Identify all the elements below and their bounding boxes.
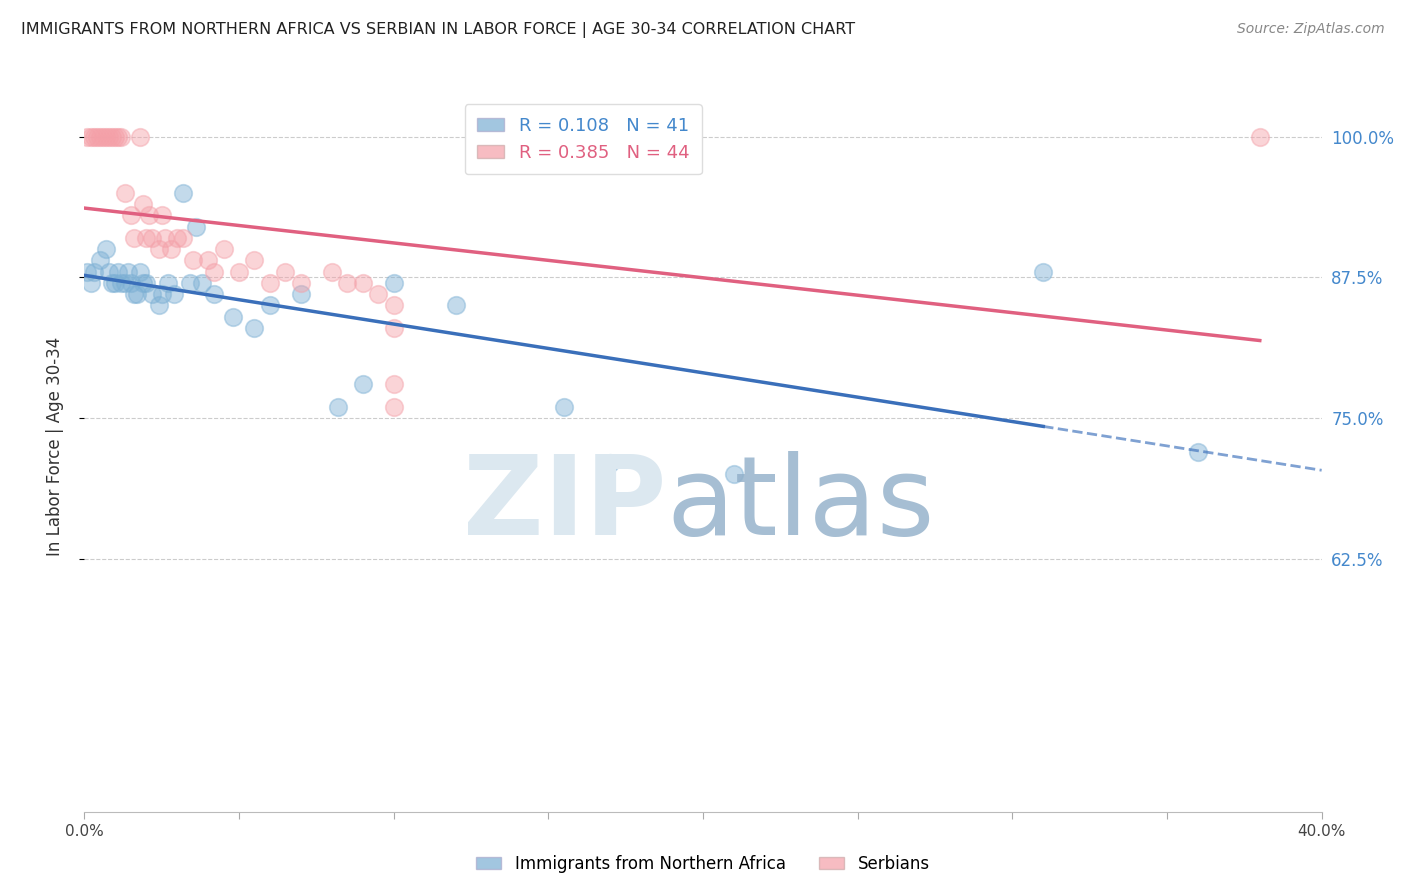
Point — [222, 310, 245, 324]
Point — [191, 276, 214, 290]
Point — [76, 129, 98, 144]
Point — [259, 276, 281, 290]
Point — [553, 400, 575, 414]
Point — [120, 276, 142, 290]
Text: Source: ZipAtlas.com: Source: ZipAtlas.com — [1237, 22, 1385, 37]
Point — [382, 298, 405, 312]
Point — [184, 219, 207, 234]
Point — [382, 377, 405, 392]
Point — [120, 208, 142, 222]
Point — [156, 276, 179, 290]
Point — [153, 231, 176, 245]
Point — [181, 253, 204, 268]
Point — [148, 298, 170, 312]
Point — [107, 129, 129, 144]
Point — [104, 276, 127, 290]
Point — [160, 242, 183, 256]
Point — [1249, 129, 1271, 144]
Legend: R = 0.108   N = 41, R = 0.385   N = 44: R = 0.108 N = 41, R = 0.385 N = 44 — [464, 104, 702, 174]
Point — [141, 231, 163, 245]
Point — [117, 264, 139, 278]
Point — [352, 377, 374, 392]
Point — [135, 231, 157, 245]
Point — [172, 186, 194, 200]
Legend: Immigrants from Northern Africa, Serbians: Immigrants from Northern Africa, Serbian… — [470, 848, 936, 880]
Point — [163, 287, 186, 301]
Point — [101, 129, 124, 144]
Point — [122, 287, 145, 301]
Point — [274, 264, 297, 278]
Point — [243, 321, 266, 335]
Point — [1032, 264, 1054, 278]
Point — [172, 231, 194, 245]
Point — [179, 276, 201, 290]
Text: ZIP: ZIP — [463, 451, 666, 558]
Point — [352, 276, 374, 290]
Point — [202, 264, 225, 278]
Point — [107, 264, 129, 278]
Point — [212, 242, 235, 256]
Point — [89, 129, 111, 144]
Point — [382, 276, 405, 290]
Point — [1187, 444, 1209, 458]
Point — [110, 129, 132, 144]
Point — [148, 242, 170, 256]
Point — [382, 400, 405, 414]
Point — [166, 231, 188, 245]
Point — [367, 287, 389, 301]
Point — [89, 253, 111, 268]
Point — [723, 467, 745, 482]
Point — [444, 298, 467, 312]
Point — [228, 264, 250, 278]
Point — [125, 287, 148, 301]
Y-axis label: In Labor Force | Age 30-34: In Labor Force | Age 30-34 — [45, 336, 63, 556]
Text: IMMIGRANTS FROM NORTHERN AFRICA VS SERBIAN IN LABOR FORCE | AGE 30-34 CORRELATIO: IMMIGRANTS FROM NORTHERN AFRICA VS SERBI… — [21, 22, 855, 38]
Point — [76, 264, 98, 278]
Point — [98, 129, 121, 144]
Point — [141, 287, 163, 301]
Point — [104, 129, 127, 144]
Point — [114, 186, 136, 200]
Point — [197, 253, 219, 268]
Point — [98, 264, 121, 278]
Point — [336, 276, 359, 290]
Point — [83, 264, 105, 278]
Point — [321, 264, 343, 278]
Point — [243, 253, 266, 268]
Point — [132, 197, 155, 211]
Point — [94, 242, 117, 256]
Point — [101, 276, 124, 290]
Point — [382, 321, 405, 335]
Point — [86, 129, 108, 144]
Point — [122, 231, 145, 245]
Point — [290, 276, 312, 290]
Point — [135, 276, 157, 290]
Point — [79, 129, 101, 144]
Point — [114, 276, 136, 290]
Point — [129, 129, 152, 144]
Point — [138, 208, 160, 222]
Point — [150, 287, 173, 301]
Point — [326, 400, 349, 414]
Point — [91, 129, 114, 144]
Point — [94, 129, 117, 144]
Point — [79, 276, 101, 290]
Point — [83, 129, 105, 144]
Point — [132, 276, 155, 290]
Point — [150, 208, 173, 222]
Point — [599, 456, 621, 470]
Point — [290, 287, 312, 301]
Text: atlas: atlas — [666, 451, 935, 558]
Point — [129, 264, 152, 278]
Point — [110, 276, 132, 290]
Point — [259, 298, 281, 312]
Point — [202, 287, 225, 301]
